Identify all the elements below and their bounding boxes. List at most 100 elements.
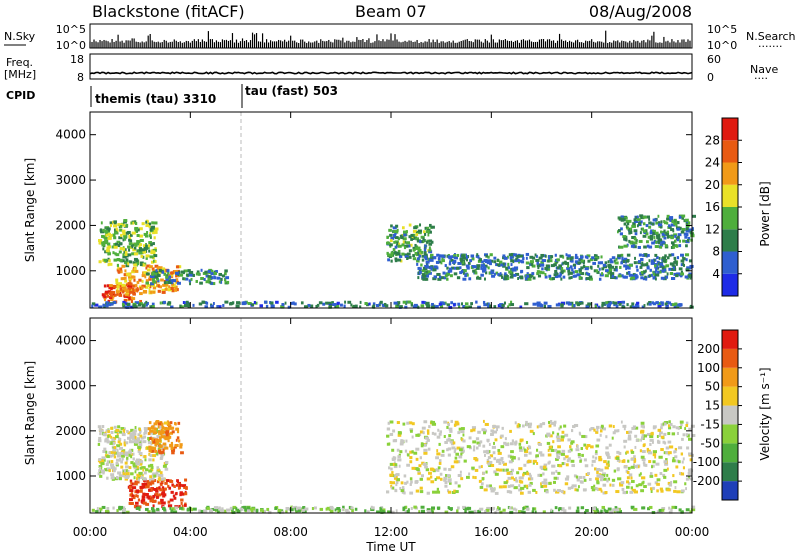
heatmap-cell: [510, 274, 514, 278]
heatmap-cell: [659, 225, 663, 229]
heatmap-cell: [452, 441, 456, 445]
heatmap-cell: [451, 446, 456, 450]
heatmap-cell: [474, 458, 479, 462]
heatmap-cell: [124, 475, 129, 479]
heatmap-cell: [448, 305, 453, 309]
heatmap-cell: [509, 429, 512, 433]
heatmap-cell: [649, 487, 654, 491]
heatmap-cell: [177, 421, 181, 425]
heatmap-cell: [607, 477, 611, 481]
heatmap-cell: [170, 271, 174, 275]
heatmap-cell: [555, 457, 559, 461]
y-tick-label: 2000: [55, 424, 86, 438]
heatmap-cell: [476, 441, 481, 445]
heatmap-cell: [592, 507, 596, 511]
heatmap-cell: [436, 468, 440, 472]
heatmap-cell: [537, 266, 540, 270]
heatmap-cell: [139, 434, 143, 438]
heatmap-cell: [119, 477, 122, 481]
heatmap-cell: [151, 250, 156, 254]
heatmap-cell: [538, 442, 542, 446]
heatmap-cell: [551, 277, 555, 281]
heatmap-cell: [145, 224, 150, 228]
heatmap-cell: [436, 449, 439, 453]
heatmap-cell: [651, 273, 653, 277]
heatmap-cell: [431, 240, 434, 244]
heatmap-cell: [109, 294, 113, 298]
heatmap-cell: [419, 430, 424, 434]
x-axis-ticks: 00:00 04:00 08:00 12:00 16:00 20:00 00:00: [73, 112, 709, 539]
heatmap-cell: [658, 455, 663, 459]
heatmap-cell: [551, 471, 555, 475]
heatmap-cell: [648, 274, 652, 278]
heatmap-cell: [151, 267, 155, 271]
heatmap-cell: [447, 447, 452, 451]
heatmap-cell: [673, 305, 678, 309]
heatmap-cell: [116, 240, 121, 244]
heatmap-cell: [162, 448, 165, 452]
heatmap-cell: [627, 270, 631, 274]
heatmap-cell: [254, 508, 259, 512]
heatmap-cell: [129, 501, 134, 505]
heatmap-cell: [641, 305, 645, 309]
heatmap-cell: [630, 244, 635, 248]
heatmap-cell: [141, 482, 145, 486]
heatmap-cell: [606, 473, 609, 477]
heatmap-cell: [130, 243, 134, 247]
heatmap-cell: [431, 509, 434, 513]
heatmap-cell: [595, 444, 600, 448]
heatmap-cell: [425, 468, 430, 472]
heatmap-cell: [244, 508, 247, 512]
heatmap-cell: [160, 428, 163, 432]
cpid-segment-2: tau (fast) 503: [245, 84, 338, 98]
heatmap-cell: [149, 499, 154, 503]
heatmap-cell: [173, 283, 176, 287]
heatmap-cell: [510, 472, 514, 476]
heatmap-cell: [152, 274, 156, 278]
heatmap-cell: [123, 294, 128, 298]
heatmap-cell: [224, 269, 228, 273]
heatmap-cell: [224, 272, 227, 276]
heatmap-cell: [386, 442, 390, 446]
heatmap-cell: [160, 453, 165, 457]
heatmap-cell: [652, 486, 655, 490]
heatmap-cell: [649, 268, 652, 272]
heatmap-cell: [411, 235, 415, 239]
heatmap-cell: [618, 217, 622, 221]
heatmap-cell: [629, 490, 634, 494]
heatmap-cell: [129, 498, 133, 502]
heatmap-cell: [657, 439, 660, 443]
heatmap-cell: [101, 456, 106, 460]
heatmap-cell: [603, 508, 606, 512]
heatmap-cell: [136, 494, 139, 498]
heatmap-cell: [123, 443, 127, 447]
heatmap-cell: [578, 475, 583, 479]
heatmap-cell: [625, 259, 629, 263]
heatmap-cell: [670, 303, 673, 307]
heatmap-cell: [127, 245, 131, 249]
heatmap-cell: [626, 480, 630, 484]
x-axis-label: Time UT: [365, 540, 416, 554]
heatmap-cell: [116, 292, 119, 296]
heatmap-cell: [652, 460, 656, 464]
heatmap-cell: [389, 480, 392, 484]
heatmap-cell: [573, 274, 578, 278]
heatmap-cell: [423, 251, 427, 255]
heatmap-cell: [142, 250, 147, 254]
heatmap-cell: [680, 452, 684, 456]
heatmap-cell: [519, 448, 523, 452]
heatmap-cell: [527, 490, 532, 494]
heatmap-cell: [474, 271, 478, 275]
heatmap-cell: [188, 279, 192, 283]
heatmap-cell: [652, 450, 658, 454]
heatmap-cell: [391, 481, 396, 485]
colorbar-tick-label: 200: [697, 342, 720, 356]
heatmap-cell: [652, 440, 654, 444]
heatmap-cell: [126, 302, 130, 306]
heatmap-cell: [208, 280, 212, 284]
heatmap-cell: [441, 449, 445, 453]
heatmap-cell: [126, 295, 130, 299]
heatmap-cell: [106, 246, 111, 250]
heatmap-cell: [685, 268, 690, 272]
